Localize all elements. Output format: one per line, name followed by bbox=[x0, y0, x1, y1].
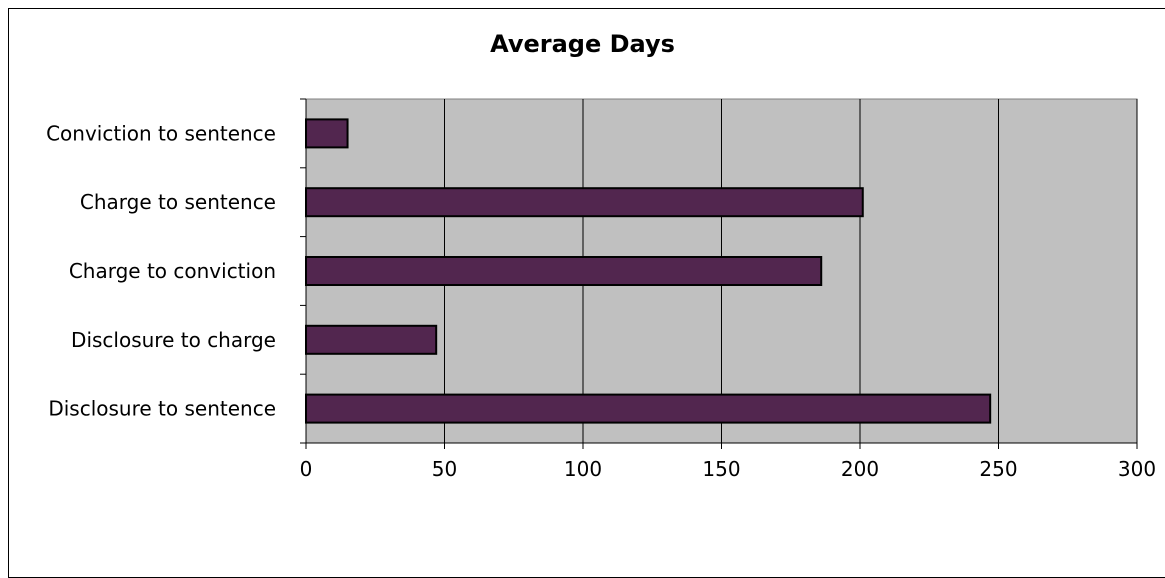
bar bbox=[305, 256, 823, 286]
bar bbox=[305, 187, 864, 218]
bars bbox=[305, 118, 992, 424]
x-tick-label: 100 bbox=[564, 457, 602, 481]
bar bbox=[305, 118, 349, 149]
x-tick-label: 150 bbox=[702, 457, 740, 481]
x-tick-label: 0 bbox=[300, 457, 313, 481]
category-label: Charge to sentence bbox=[80, 190, 276, 214]
chart-title: Average Days bbox=[490, 30, 675, 58]
labels: Conviction to sentence Charge to sentence… bbox=[46, 121, 1156, 481]
category-label: Disclosure to sentence bbox=[48, 397, 276, 421]
category-label: Disclosure to charge bbox=[71, 328, 276, 352]
category-label: Charge to conviction bbox=[69, 259, 276, 283]
x-tick-label: 50 bbox=[432, 457, 457, 481]
x-tick-label: 300 bbox=[1118, 457, 1156, 481]
bar bbox=[305, 324, 438, 355]
bar bbox=[305, 393, 992, 424]
x-tick-label: 250 bbox=[979, 457, 1017, 481]
x-tick-label: 200 bbox=[841, 457, 879, 481]
category-label: Conviction to sentence bbox=[46, 121, 276, 145]
